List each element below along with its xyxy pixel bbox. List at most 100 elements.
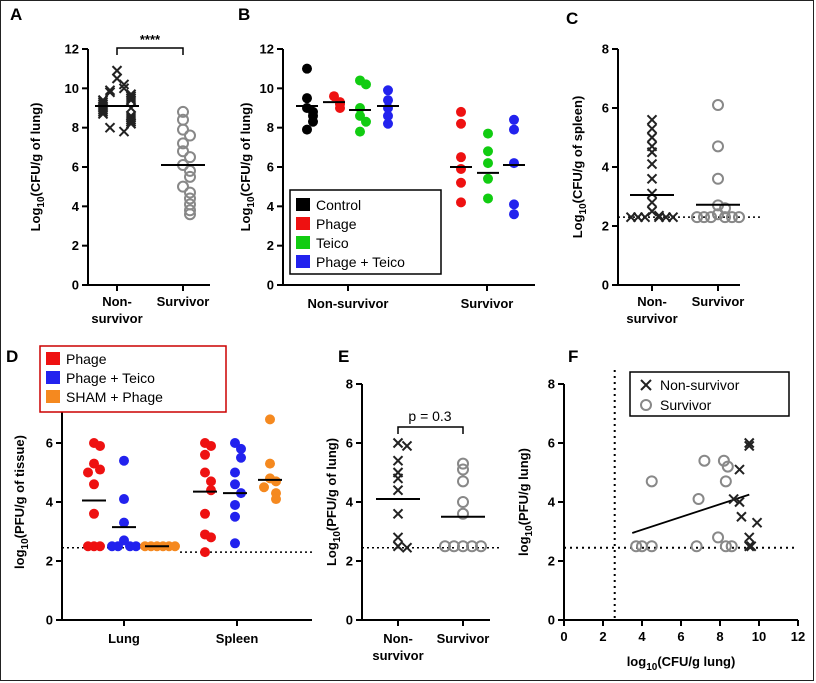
panel-c-y-tick-label: 4 — [602, 160, 610, 175]
panel-f-point-nonsurvivor — [751, 517, 763, 528]
panel-c-y-label: Log10(CFU/g of spleen) — [570, 96, 589, 239]
panel-f-x-tick-label: 0 — [560, 629, 567, 644]
panel-d-legend-swatch — [46, 390, 60, 403]
panel-b-point — [335, 103, 345, 113]
panel-d-point — [206, 485, 216, 496]
panel-b-x-label: Survivor — [461, 296, 514, 311]
panel-f-x-tick-label: 4 — [638, 629, 646, 644]
panel-b-point — [509, 124, 519, 135]
panel-f-point-nonsurvivor — [744, 440, 755, 452]
panel-c-x-label: survivor — [626, 311, 677, 326]
panel-a-point-nonsurvivor — [125, 92, 137, 104]
panel-a-point-survivor — [184, 208, 196, 221]
panel-c-point-survivor — [733, 211, 745, 224]
panel-d-point — [83, 541, 93, 552]
panel-c-y-tick-label: 2 — [602, 219, 609, 234]
panel-d-point — [200, 547, 210, 558]
panel-e-x-label: Non- — [383, 631, 413, 646]
panel-e-point-nonsurvivor — [392, 508, 404, 520]
panel-f-point-survivor — [645, 540, 658, 553]
panel-f-point-survivor — [719, 475, 732, 488]
panel-f-point-survivor — [630, 540, 643, 553]
panel-b-y-tick-label: 10 — [260, 81, 274, 96]
panel-f-point-survivor — [645, 475, 658, 488]
chart-layer: 0 2 4 6 8 10 12 Log10(CFU/g of lung) Non-survivo… — [12, 32, 805, 673]
panel-f-legend-marker-x — [640, 379, 652, 391]
panel-d-point — [89, 479, 99, 490]
panel-f-point-nonsurvivor-stroke — [744, 541, 755, 552]
panel-c-point-survivor — [705, 211, 717, 224]
panel-f-x-tick-label: 2 — [599, 629, 606, 644]
panel-c-point-survivor — [691, 211, 703, 224]
panel-a-point-nonsurvivor — [125, 116, 137, 127]
panel-a-point-nonsurvivor-stroke — [118, 79, 130, 90]
panel-b-legend-swatch — [296, 198, 310, 211]
panel-b-x-label: Non-survivor — [308, 296, 389, 311]
panel-a-y-tick-label: 10 — [65, 81, 79, 96]
panel-d-point — [265, 458, 275, 469]
panel-f-y-tick-label: 4 — [548, 495, 556, 510]
panel-e-y-label: Log10(PFU/g of lung) — [324, 438, 343, 566]
panel-f-point-nonsurvivor-stroke — [736, 511, 747, 522]
panel-d-legend-label: Phage + Teico — [66, 370, 155, 386]
panel-b-point — [483, 128, 493, 139]
panel-a-point-nonsurvivor — [104, 122, 116, 133]
panel-d-point — [119, 517, 129, 528]
panel-a-point-survivor — [184, 192, 196, 205]
panel-b-y-tick-label: 8 — [267, 120, 274, 135]
panel-a-point-nonsurvivor — [125, 90, 137, 102]
panel-d-point — [271, 494, 281, 505]
panel-d-point — [206, 476, 216, 487]
panel-c-point-survivor — [698, 211, 710, 224]
panel-a-point-nonsurvivor — [118, 126, 130, 137]
panel-a-point-survivor — [184, 129, 196, 142]
panel-f-point-nonsurvivor-stroke — [744, 532, 755, 543]
panel-d-point — [200, 508, 210, 519]
panel-f-point-nonsurvivor — [745, 541, 757, 552]
panel-a-significance-bracket — [116, 47, 184, 55]
panel-c-point-nonsurvivor — [646, 114, 658, 126]
panel-f-y-tick-label: 8 — [548, 377, 555, 392]
panel-f-point-survivor — [690, 540, 703, 553]
panel-f-point-survivor — [719, 540, 732, 553]
panel-letter-a: A — [10, 5, 22, 24]
panel-c-point-nonsurvivor — [646, 132, 658, 143]
panel-e-point-nonsurvivor — [392, 484, 404, 496]
panel-f-point-survivor — [725, 540, 738, 553]
panel-f-point-nonsurvivor — [744, 437, 755, 449]
panel-a-point-nonsurvivor — [97, 108, 109, 120]
panel-d-point — [200, 449, 210, 460]
panel-d-y-tick-label: 6 — [46, 436, 53, 451]
panel-b-y-tick-label: 4 — [267, 199, 275, 214]
panel-f-point-survivor — [717, 454, 730, 467]
panel-c-point-survivor — [719, 202, 731, 215]
panel-b-legend-swatch — [296, 255, 310, 268]
panel-f-y-tick-label: 0 — [548, 613, 555, 628]
panel-b-point — [383, 110, 393, 121]
panel-a-significance-label: **** — [140, 32, 161, 47]
panel-f-point-nonsurvivor-stroke — [734, 496, 745, 508]
panel-d-point — [230, 511, 240, 522]
panel-a-point-nonsurvivor-stroke — [97, 106, 109, 118]
panel-e-point-nonsurvivor-stroke — [401, 542, 413, 553]
panel-f-point-nonsurvivor-stroke — [744, 440, 755, 452]
panel-b-point — [456, 152, 466, 163]
panel-c-point-nonsurvivor-stroke — [646, 173, 658, 185]
panel-b-point — [483, 193, 493, 204]
panel-a-y-tick-label: 0 — [72, 278, 79, 293]
panel-b-y-tick-label: 6 — [267, 160, 274, 175]
panel-f-y-label: log10(PFU/g lung) — [516, 448, 535, 556]
panel-b-y-label: Log10(CFU/g of lung) — [238, 103, 257, 232]
panel-c-x-label: Survivor — [692, 294, 745, 309]
panel-c-point-nonsurvivor-stroke — [646, 114, 658, 126]
panel-e-point-survivor — [439, 540, 451, 553]
panel-e-point-nonsurvivor-stroke — [392, 484, 404, 496]
panel-d-y-tick-label: 0 — [46, 613, 53, 628]
panel-c-point-nonsurvivor — [646, 158, 658, 170]
panel-b-y-tick-label: 2 — [267, 238, 274, 253]
panel-d-point — [206, 532, 216, 543]
panel-a-point-survivor — [184, 151, 196, 164]
panel-b-point — [509, 158, 519, 169]
panel-a-point-survivor — [177, 180, 189, 193]
